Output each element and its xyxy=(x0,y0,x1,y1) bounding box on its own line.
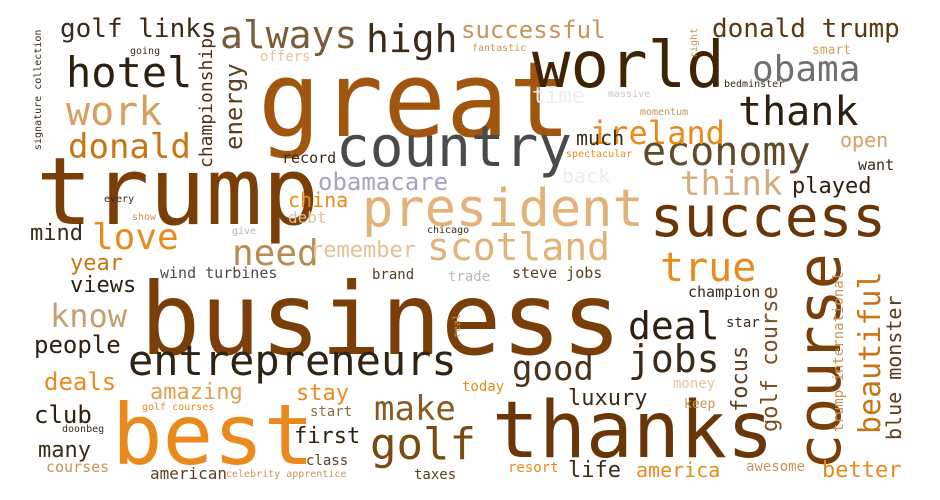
word-much: much xyxy=(576,126,625,150)
word-open: open xyxy=(840,128,889,152)
word-views: views xyxy=(70,273,137,298)
word-love: love xyxy=(92,217,179,258)
word-golf: golf xyxy=(370,419,476,470)
word-played: played xyxy=(792,174,872,199)
word-offers: offers xyxy=(260,49,311,65)
word-best: best xyxy=(112,386,315,484)
word-signature-collection: signature collection xyxy=(33,29,44,150)
word-obama: obama xyxy=(752,49,861,90)
word-donald-trump: donald trump xyxy=(712,14,900,44)
word-money: money xyxy=(673,376,716,392)
word-record: record xyxy=(282,149,337,167)
word-think: think xyxy=(680,164,783,204)
word-debt: debt xyxy=(288,208,327,227)
word-country: country xyxy=(336,115,573,180)
word-know: know xyxy=(50,297,128,335)
word-back: back xyxy=(562,164,611,188)
word-taxes: taxes xyxy=(414,467,457,483)
word-amazing: amazing xyxy=(150,380,243,405)
word-real: real xyxy=(452,313,463,338)
word-life: life xyxy=(568,458,621,483)
word-doonbeg: doonbeg xyxy=(62,424,105,435)
word-golf-courses: golf courses xyxy=(142,402,215,413)
word-american: american xyxy=(150,464,228,483)
word-spectacular: spectacular xyxy=(566,149,633,160)
word-start: start xyxy=(310,404,353,420)
word-economy: economy xyxy=(642,129,811,175)
word-obamacare: obamacare xyxy=(318,168,449,196)
word-today: today xyxy=(462,379,505,395)
word-stay: stay xyxy=(296,381,349,406)
word-brand: brand xyxy=(372,267,415,283)
word-celebrity-apprentice: celebrity apprentice xyxy=(226,469,347,480)
word-champion: champion xyxy=(688,283,761,301)
word-work: work xyxy=(66,89,163,135)
word-people: people xyxy=(34,331,121,359)
word-fantastic: fantastic xyxy=(472,43,527,54)
word-president: president xyxy=(362,179,644,239)
word-luxury: luxury xyxy=(568,386,648,411)
word-bedminster: bedminster xyxy=(724,79,785,90)
word-time: time xyxy=(532,84,585,109)
word-awesome: awesome xyxy=(746,459,806,475)
word-right: right xyxy=(689,27,700,58)
word-club: club xyxy=(34,401,92,429)
word-energy: energy xyxy=(220,63,248,150)
word-donald: donald xyxy=(68,127,191,167)
word-good: good xyxy=(512,349,594,389)
word-every: every xyxy=(104,194,135,205)
word-going: going xyxy=(130,46,161,57)
word-golf-links: golf links xyxy=(60,14,217,44)
word-successful: successful xyxy=(461,16,606,44)
word-china: china xyxy=(288,188,349,212)
word-keep: keep xyxy=(684,397,716,412)
word-hotel: hotel xyxy=(66,48,193,97)
word-wind-turbines: wind turbines xyxy=(160,264,278,282)
word-remember: remember xyxy=(310,238,416,263)
word-want: want xyxy=(858,156,895,174)
word-true: true xyxy=(660,245,757,291)
word-massive: massive xyxy=(608,89,651,100)
word-scotland: scotland xyxy=(427,225,611,269)
word-world: world xyxy=(532,29,725,103)
word-great: great xyxy=(258,39,572,161)
word-class: class xyxy=(306,453,349,469)
word-make: make xyxy=(374,389,456,429)
word-thanks: thanks xyxy=(492,386,774,476)
word-trade: trade xyxy=(448,269,491,285)
word-smart: smart xyxy=(812,43,852,58)
word-deals: deals xyxy=(44,368,117,396)
word-many: many xyxy=(38,438,91,463)
word-courses: courses xyxy=(46,458,110,476)
word-success: success xyxy=(650,185,887,250)
word-trump-international: trump international xyxy=(831,271,847,432)
word-championship: championship xyxy=(196,37,217,168)
word-show: show xyxy=(132,212,157,223)
word-entrepreneurs: entrepreneurs xyxy=(128,336,457,385)
word-high: high xyxy=(366,17,458,61)
word-always: always xyxy=(220,13,358,57)
word-blue-monster: blue monster xyxy=(882,295,906,441)
word-jobs: jobs xyxy=(628,337,720,381)
word-better: better xyxy=(822,458,902,483)
word-resort: resort xyxy=(508,460,559,476)
word-business: business xyxy=(140,261,622,378)
word-trump: trump xyxy=(36,138,319,247)
word-star: star xyxy=(726,315,760,331)
word-chicago: chicago xyxy=(427,225,470,236)
word-year: year xyxy=(70,251,123,276)
word-momentum: momentum xyxy=(640,107,689,118)
word-america: america xyxy=(636,458,721,482)
word-mind: mind xyxy=(30,221,83,246)
word-give: give xyxy=(232,226,257,237)
word-focus: focus xyxy=(728,345,753,412)
word-first: first xyxy=(294,424,361,449)
word-golf-course: golf course xyxy=(758,286,783,432)
word-deal: deal xyxy=(628,304,720,348)
word-thank: thank xyxy=(738,89,859,135)
word-ireland: ireland xyxy=(590,114,725,152)
word-need: need xyxy=(232,233,319,274)
word-steve-jobs: steve jobs xyxy=(512,264,603,282)
